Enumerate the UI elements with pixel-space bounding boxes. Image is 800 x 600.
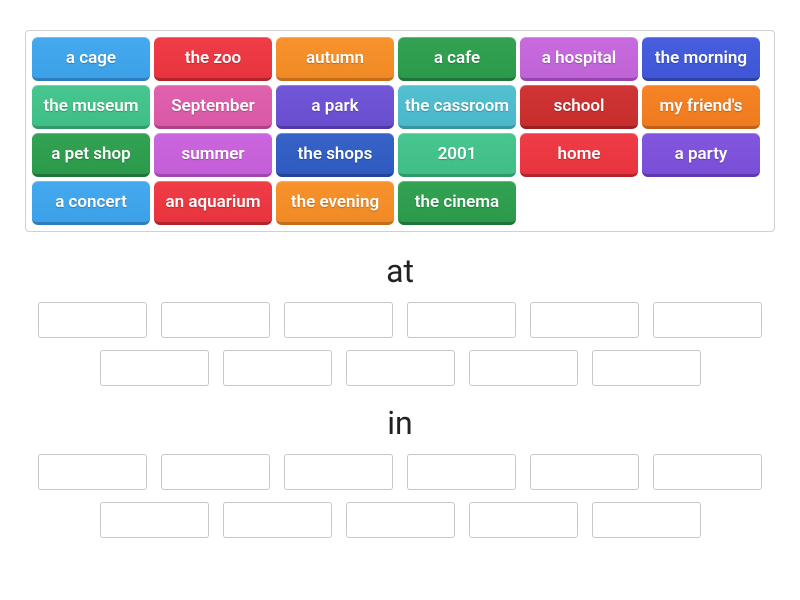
drop-slot[interactable]: [469, 350, 578, 386]
drop-slot[interactable]: [38, 454, 147, 490]
word-tile[interactable]: the zoo: [154, 37, 272, 81]
word-tile[interactable]: a cafe: [398, 37, 516, 81]
drop-slot[interactable]: [592, 502, 701, 538]
drop-slot[interactable]: [530, 454, 639, 490]
drop-slot[interactable]: [653, 302, 762, 338]
drop-slot[interactable]: [346, 350, 455, 386]
drop-slot[interactable]: [284, 302, 393, 338]
word-tile[interactable]: the evening: [276, 181, 394, 225]
drop-slot[interactable]: [223, 350, 332, 386]
word-tile[interactable]: the cinema: [398, 181, 516, 225]
word-tile[interactable]: 2001: [398, 133, 516, 177]
word-tile[interactable]: a concert: [32, 181, 150, 225]
word-tile[interactable]: a hospital: [520, 37, 638, 81]
drop-slot[interactable]: [100, 350, 209, 386]
word-tile[interactable]: summer: [154, 133, 272, 177]
drop-slot[interactable]: [223, 502, 332, 538]
word-tile[interactable]: a park: [276, 85, 394, 129]
word-tile[interactable]: school: [520, 85, 638, 129]
drop-slot[interactable]: [653, 454, 762, 490]
word-tile[interactable]: the museum: [32, 85, 150, 129]
word-tile[interactable]: September: [154, 85, 272, 129]
drop-slot[interactable]: [100, 502, 209, 538]
drop-zone[interactable]: [25, 454, 775, 538]
word-tile[interactable]: my friend's: [642, 85, 760, 129]
drop-slot[interactable]: [592, 350, 701, 386]
drop-zone[interactable]: [25, 302, 775, 386]
source-tile-panel: a cagethe zooautumna cafea hospitalthe m…: [25, 30, 775, 232]
drop-slot[interactable]: [346, 502, 455, 538]
word-tile[interactable]: the shops: [276, 133, 394, 177]
drop-slot[interactable]: [38, 302, 147, 338]
drop-slot[interactable]: [284, 454, 393, 490]
word-tile[interactable]: a party: [642, 133, 760, 177]
drop-slot[interactable]: [161, 302, 270, 338]
word-tile[interactable]: an aquarium: [154, 181, 272, 225]
category-title: at: [25, 252, 775, 290]
drop-slot[interactable]: [407, 302, 516, 338]
word-tile[interactable]: a pet shop: [32, 133, 150, 177]
word-tile[interactable]: the cassroom: [398, 85, 516, 129]
word-tile[interactable]: home: [520, 133, 638, 177]
word-tile[interactable]: autumn: [276, 37, 394, 81]
drop-slot[interactable]: [530, 302, 639, 338]
word-tile[interactable]: the morning: [642, 37, 760, 81]
drop-slot[interactable]: [469, 502, 578, 538]
category-title: in: [25, 404, 775, 442]
word-tile[interactable]: a cage: [32, 37, 150, 81]
drop-slot[interactable]: [407, 454, 516, 490]
drop-slot[interactable]: [161, 454, 270, 490]
